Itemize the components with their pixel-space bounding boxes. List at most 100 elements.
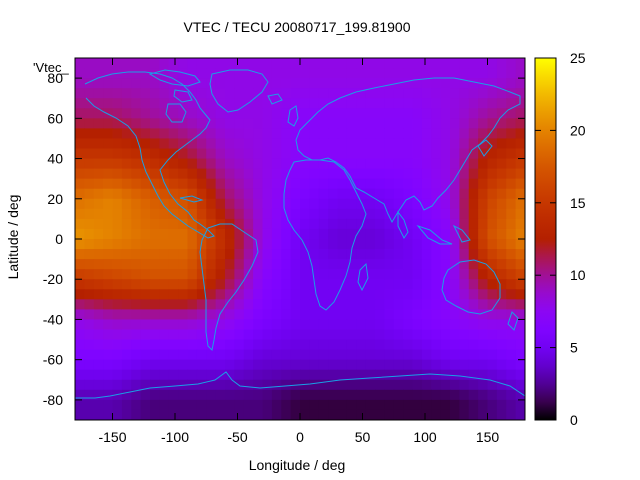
heatmap-cell — [290, 138, 301, 150]
heatmap-cell — [393, 228, 404, 240]
heatmap-cell — [103, 158, 114, 170]
heatmap-cell — [159, 138, 170, 150]
heatmap-cell — [506, 349, 517, 361]
coastline-greenland — [209, 69, 269, 113]
heatmap-cell — [318, 339, 329, 351]
heatmap-cell — [178, 218, 189, 230]
heatmap-cell — [131, 208, 142, 220]
heatmap-cell — [290, 359, 301, 371]
heatmap-cell — [75, 309, 85, 321]
heatmap-cell — [487, 68, 498, 79]
heatmap-cell — [487, 88, 498, 99]
heatmap-cell — [487, 148, 498, 160]
heatmap-cell — [375, 128, 385, 140]
heatmap-cell — [215, 138, 226, 150]
heatmap-cell — [300, 128, 310, 140]
heatmap-cell — [515, 369, 525, 381]
heatmap-cell — [337, 249, 348, 260]
heatmap-cell — [243, 218, 254, 230]
heatmap-cell — [75, 88, 85, 99]
heatmap-cell — [84, 108, 95, 119]
heatmap-cell — [271, 249, 282, 260]
heatmap-cell — [178, 118, 189, 129]
heatmap-cell — [271, 138, 282, 150]
heatmap-cell — [262, 279, 273, 290]
heatmap-cell — [375, 218, 385, 230]
heatmap-cell — [103, 339, 114, 351]
heatmap-cell — [168, 128, 179, 140]
heatmap-cell — [168, 178, 179, 190]
heatmap-cell — [421, 319, 432, 331]
heatmap-cell — [243, 319, 254, 331]
heatmap-cell — [225, 279, 235, 290]
heatmap-cell — [140, 148, 151, 160]
heatmap-cell — [253, 259, 264, 270]
heatmap-cell — [121, 289, 132, 300]
heatmap-cell — [506, 299, 517, 310]
heatmap-cell — [187, 249, 198, 260]
heatmap-cell — [496, 239, 507, 250]
heatmap-cell — [262, 178, 273, 190]
heatmap-cell — [215, 198, 226, 210]
heatmap-cell — [187, 78, 198, 89]
heatmap-cell — [300, 289, 310, 300]
heatmap-cell — [300, 399, 310, 411]
heatmap-cell — [496, 228, 507, 240]
heatmap-cell — [150, 389, 160, 401]
heatmap-cell — [112, 239, 123, 250]
heatmap-cell — [459, 168, 470, 180]
heatmap-cell — [478, 259, 489, 270]
heatmap-cell — [234, 118, 245, 129]
heatmap-cell — [478, 228, 489, 240]
heatmap-cell — [84, 68, 95, 79]
heatmap-cell — [318, 289, 329, 300]
heatmap-cell — [93, 118, 104, 129]
heatmap-cell — [515, 108, 525, 119]
heatmap-cell — [478, 409, 489, 420]
heatmap-cell — [365, 78, 376, 89]
heatmap-cell — [365, 108, 376, 119]
heatmap-cell — [215, 359, 226, 371]
heatmap-cell — [487, 329, 498, 341]
heatmap-cell — [375, 299, 385, 310]
heatmap-cell — [150, 329, 160, 341]
heatmap-cell — [356, 158, 367, 170]
heatmap-cell — [271, 409, 282, 420]
heatmap-cell — [290, 369, 301, 381]
heatmap-cell — [196, 379, 207, 391]
heatmap-cell — [393, 259, 404, 270]
heatmap-cell — [234, 399, 245, 411]
heatmap-cell — [346, 279, 357, 290]
heatmap-cell — [206, 339, 217, 351]
heatmap-cell — [196, 148, 207, 160]
heatmap-cell — [290, 88, 301, 99]
heatmap-cell — [271, 239, 282, 250]
heatmap-cell — [206, 389, 217, 401]
heatmap-cell — [271, 148, 282, 160]
heatmap-cell — [356, 239, 367, 250]
heatmap-cell — [84, 148, 95, 160]
heatmap-cell — [356, 269, 367, 280]
heatmap-cell — [328, 369, 339, 381]
heatmap-cell — [365, 208, 376, 220]
heatmap-cell — [318, 249, 329, 260]
heatmap-cell — [412, 188, 423, 200]
heatmap-cell — [131, 399, 142, 411]
heatmap-cell — [403, 98, 414, 109]
heatmap-cell — [196, 279, 207, 290]
heatmap-cell — [159, 369, 170, 381]
heatmap-cell — [290, 198, 301, 210]
heatmap-cell — [215, 208, 226, 220]
heatmap-cell — [84, 389, 95, 401]
heatmap-cell — [346, 78, 357, 89]
heatmap-cell — [168, 208, 179, 220]
heatmap-cell — [290, 339, 301, 351]
heatmap-cell — [421, 289, 432, 300]
heatmap-cell — [206, 409, 217, 420]
heatmap-cell — [93, 259, 104, 270]
heatmap-cell — [450, 249, 460, 260]
heatmap-cell — [84, 88, 95, 99]
heatmap-cell — [271, 128, 282, 140]
heatmap-cell — [84, 259, 95, 270]
heatmap-cell — [440, 148, 451, 160]
